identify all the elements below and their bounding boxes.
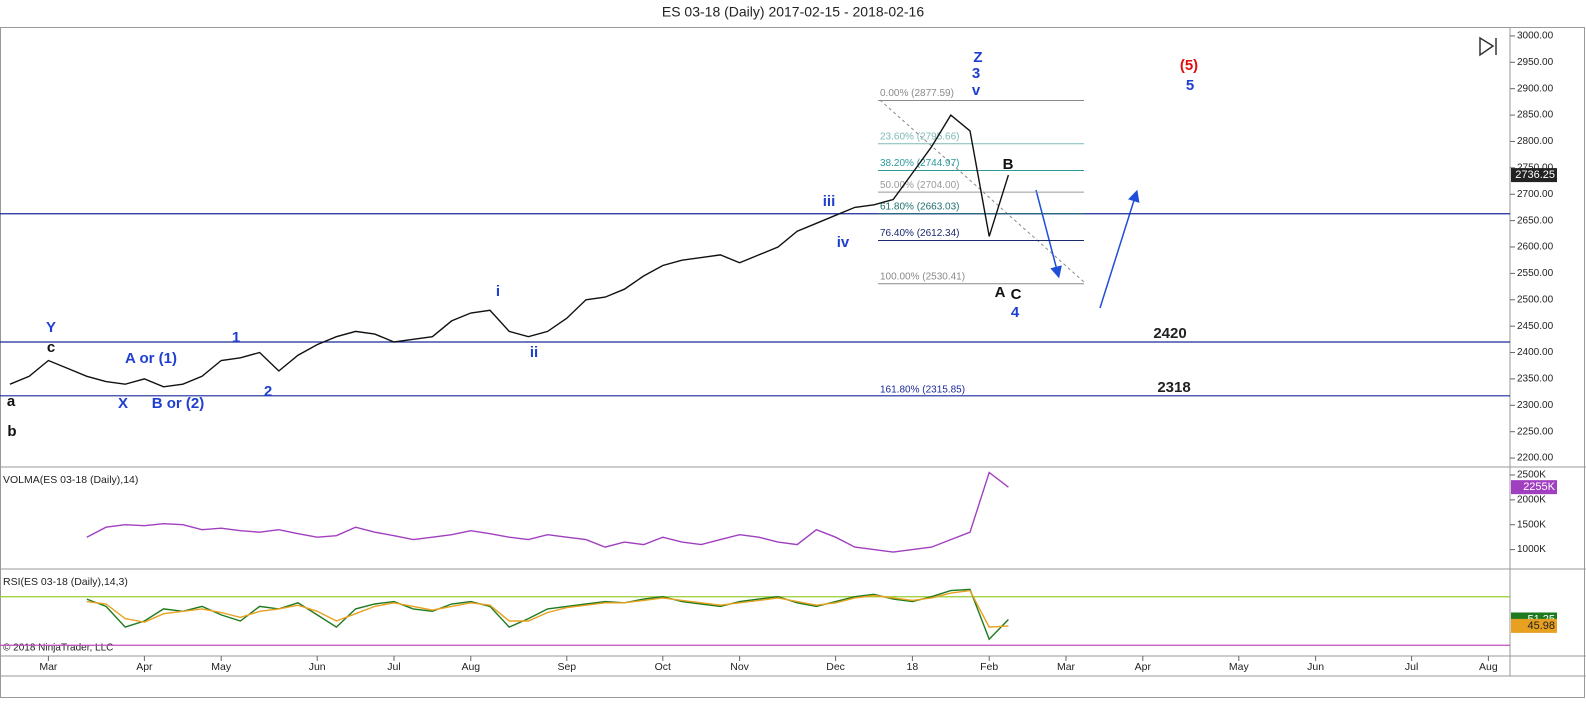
value-flag-bg bbox=[1511, 480, 1557, 495]
value-flag: 45.98 bbox=[1527, 620, 1555, 632]
level-label: 2420 bbox=[1153, 325, 1186, 342]
wave-label: 4 bbox=[1011, 304, 1020, 321]
frame bbox=[0, 27, 1585, 698]
wave-label: 3 bbox=[972, 65, 980, 82]
fib-label: 0.00% (2877.59) bbox=[880, 88, 954, 99]
x-tick-label: May bbox=[1229, 661, 1250, 673]
y-tick-label: 2350.00 bbox=[1517, 374, 1554, 385]
wave-label: C bbox=[1011, 286, 1022, 303]
rsi-line bbox=[86, 589, 1009, 628]
wave-label: X bbox=[118, 395, 128, 412]
x-tick-label: Mar bbox=[39, 661, 58, 673]
fib-label: 23.60% (2795.66) bbox=[880, 131, 960, 142]
wave-label: a bbox=[7, 393, 16, 410]
wave-label: B bbox=[1003, 156, 1014, 173]
wave-label: iv bbox=[837, 234, 850, 251]
wave-label: A or (1) bbox=[125, 350, 177, 367]
x-tick-label: Dec bbox=[826, 661, 845, 673]
wave-label: (5) bbox=[1180, 57, 1198, 74]
rsi-line bbox=[86, 588, 1009, 641]
panel-title: RSI(ES 03-18 (Daily),14,3) bbox=[3, 576, 128, 588]
x-tick-label: Oct bbox=[655, 661, 671, 673]
x-tick-label: Apr bbox=[1135, 661, 1152, 673]
x-tick-label: Jun bbox=[309, 661, 326, 673]
wave-label: 1 bbox=[232, 329, 240, 346]
x-tick-label: Mar bbox=[1057, 661, 1076, 673]
y-tick-label: 2650.00 bbox=[1517, 215, 1554, 226]
value-flag-bg bbox=[1511, 618, 1557, 633]
wave-label: ii bbox=[530, 344, 538, 361]
x-tick-label: Jul bbox=[1405, 661, 1418, 673]
y-tick-label: 2250.00 bbox=[1517, 426, 1554, 437]
wave-label: Z bbox=[973, 49, 982, 66]
fib-label: 61.80% (2663.03) bbox=[880, 201, 960, 212]
copyright: © 2018 NinjaTrader, LLC bbox=[3, 643, 113, 654]
wave-label: 5 bbox=[1186, 77, 1194, 94]
y-tick-label: 2500.00 bbox=[1517, 294, 1554, 305]
wave-label: 2 bbox=[264, 383, 272, 400]
y-tick-label: 2750.00 bbox=[1517, 162, 1554, 173]
play-icon[interactable] bbox=[1479, 36, 1497, 57]
volma-line bbox=[86, 471, 1009, 553]
y-tick-label: 2500K bbox=[1517, 470, 1546, 481]
wave-label: i bbox=[496, 283, 500, 300]
y-tick-label: 2200.00 bbox=[1517, 453, 1554, 464]
y-tick-label: 2800.00 bbox=[1517, 136, 1554, 147]
y-tick-label: 2550.00 bbox=[1517, 268, 1554, 279]
fib-label: 100.00% (2530.41) bbox=[880, 271, 965, 282]
chart-title: ES 03-18 (Daily) 2017-02-15 - 2018-02-16 bbox=[662, 4, 924, 20]
x-tick-label: Nov bbox=[730, 661, 749, 673]
wave-label: B or (2) bbox=[152, 395, 205, 412]
wave-label: v bbox=[972, 82, 981, 99]
arrow bbox=[1099, 189, 1140, 309]
x-tick-label: Aug bbox=[461, 661, 480, 673]
x-tick-label: Apr bbox=[136, 661, 153, 673]
x-tick-label: Feb bbox=[980, 661, 998, 673]
x-tick-label: Sep bbox=[557, 661, 576, 673]
y-tick-label: 2000K bbox=[1517, 494, 1546, 505]
y-tick-label: 2450.00 bbox=[1517, 321, 1554, 332]
y-tick-label: 2400.00 bbox=[1517, 347, 1554, 358]
price-line bbox=[9, 114, 1010, 388]
level-label: 2318 bbox=[1157, 379, 1190, 396]
y-tick-label: 2300.00 bbox=[1517, 400, 1554, 411]
x-tick-label: May bbox=[211, 661, 232, 673]
x-tick-label: Jun bbox=[1307, 661, 1324, 673]
y-tick-label: 2950.00 bbox=[1517, 57, 1554, 68]
wave-label: c bbox=[47, 339, 55, 356]
value-flag: 2736.25 bbox=[1515, 169, 1555, 181]
x-tick-label: 18 bbox=[907, 661, 919, 673]
y-tick-label: 2900.00 bbox=[1517, 83, 1554, 94]
wave-label: A bbox=[995, 284, 1006, 301]
y-tick-label: 1500K bbox=[1517, 519, 1546, 530]
x-tick-label: Aug bbox=[1479, 661, 1498, 673]
y-tick-label: 1000K bbox=[1517, 544, 1546, 555]
fib-label: 161.80% (2315.85) bbox=[880, 385, 965, 396]
y-tick-label: 3000.00 bbox=[1517, 31, 1554, 42]
value-flag: 2255K bbox=[1523, 481, 1555, 493]
x-tick-label: Jul bbox=[387, 661, 400, 673]
arrow bbox=[1035, 189, 1062, 279]
fib-label: 76.40% (2612.34) bbox=[880, 228, 960, 239]
y-tick-label: 2850.00 bbox=[1517, 110, 1554, 121]
y-tick-label: 2700.00 bbox=[1517, 189, 1554, 200]
panel-title: VOLMA(ES 03-18 (Daily),14) bbox=[3, 474, 138, 486]
value-flag-bg bbox=[1511, 168, 1557, 183]
wave-label: iii bbox=[823, 193, 836, 210]
wave-label: Y bbox=[46, 319, 56, 336]
fib-label: 50.00% (2704.00) bbox=[880, 180, 960, 191]
wave-label: b bbox=[7, 423, 16, 440]
y-tick-label: 2600.00 bbox=[1517, 242, 1554, 253]
